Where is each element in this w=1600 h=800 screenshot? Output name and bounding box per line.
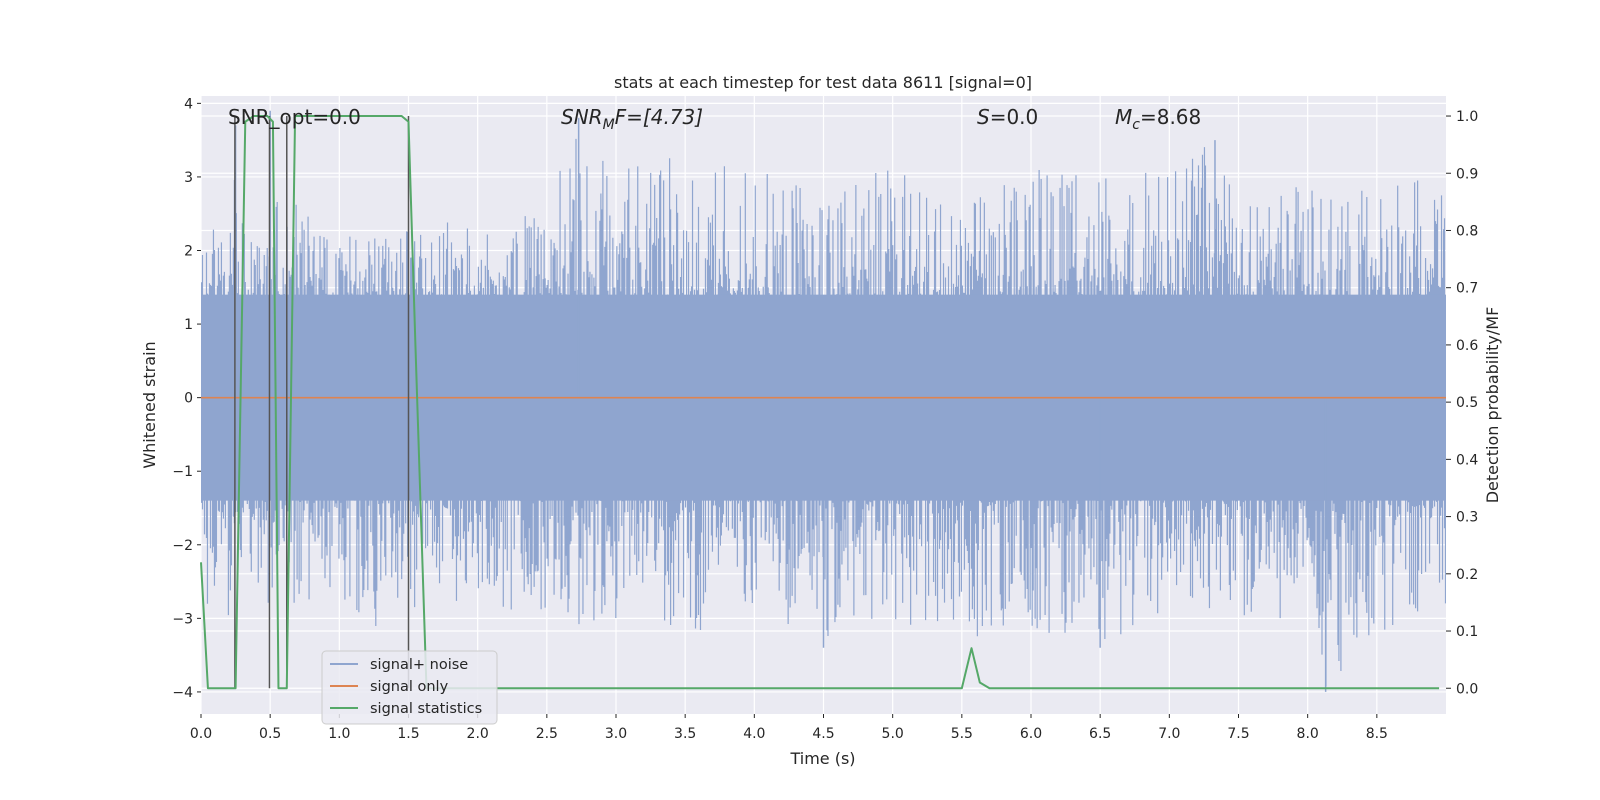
y-right-axis-label: Detection probability/MF <box>1483 307 1502 504</box>
x-tick-label-2: 1.0 <box>328 726 350 742</box>
signal-statistics-line <box>200 115 1440 690</box>
x-tick-label-10: 5.0 <box>882 726 904 742</box>
y-left-tick-label-4: 0 <box>184 391 193 407</box>
signal-statistics-series <box>200 115 1440 690</box>
annotation-mc: Mc=8.68 <box>1115 105 1201 133</box>
legend: signal+ noise signal only signal statist… <box>321 650 498 725</box>
annotation-snr-opt: SNR_opt=0.0 <box>228 105 361 129</box>
y-left-tick-label-2: 2 <box>184 244 193 260</box>
y-left-tick-label-5: −1 <box>172 464 193 480</box>
x-tick-label-14: 7.0 <box>1158 726 1180 742</box>
y-left-tick-label-3: 1 <box>184 317 193 333</box>
annotation-s: S=0.0 <box>977 105 1038 129</box>
y-right-tick-label-1: 0.9 <box>1456 166 1478 182</box>
vertical-markers <box>234 116 410 689</box>
x-tick-label-5: 2.5 <box>536 726 558 742</box>
y-right-tick-label-7: 0.3 <box>1456 510 1478 526</box>
annotation-mc-rest: =8.68 <box>1140 105 1201 129</box>
x-tick-label-7: 3.5 <box>674 726 696 742</box>
annotation-snr-mf-sub: M <box>603 117 615 133</box>
y-right-axis-ticks: 1.0 0.9 0.8 0.7 0.6 0.5 0.4 0.3 0.2 0.1 0.0 <box>1446 109 1478 697</box>
x-tick-label-11: 5.5 <box>951 726 973 742</box>
x-axis-label: Time (s) <box>789 749 855 768</box>
chart-title: stats at each timestep for test data 861… <box>614 73 1032 92</box>
x-tick-label-3: 1.5 <box>397 726 419 742</box>
annotation-s-main: S <box>977 105 990 129</box>
legend-label-signal-noise: signal+ noise <box>370 657 468 673</box>
x-tick-label-12: 6.0 <box>1020 726 1042 742</box>
annotation-snr-mf: SNRMF=[4.73] <box>561 105 703 133</box>
x-tick-label-15: 7.5 <box>1227 726 1249 742</box>
y-right-tick-label-4: 0.6 <box>1456 338 1478 354</box>
annotation-mc-main: M <box>1115 105 1132 129</box>
x-tick-label-8: 4.0 <box>743 726 765 742</box>
y-right-tick-label-2: 0.8 <box>1456 223 1478 239</box>
y-left-tick-label-0: 4 <box>184 96 193 112</box>
y-right-tick-label-8: 0.2 <box>1456 567 1478 583</box>
annotation-snr-mf-main: SNR <box>561 105 603 129</box>
y-right-tick-label-5: 0.5 <box>1456 395 1478 411</box>
x-tick-label-0: 0.0 <box>190 726 212 742</box>
annotation-snr-mf-rest: F=[4.73] <box>615 105 703 129</box>
x-tick-label-16: 8.0 <box>1297 726 1319 742</box>
y-left-tick-label-1: 3 <box>184 170 193 186</box>
y-right-tick-label-3: 0.7 <box>1456 281 1478 297</box>
x-tick-label-1: 0.5 <box>259 726 281 742</box>
y-left-tick-label-7: −3 <box>172 611 193 627</box>
annotation-mc-sub: c <box>1132 117 1140 133</box>
y-right-tick-label-6: 0.4 <box>1456 452 1478 468</box>
legend-label-signal-statistics: signal statistics <box>370 701 482 717</box>
y-right-tick-label-0: 1.0 <box>1456 109 1478 125</box>
x-tick-label-9: 4.5 <box>812 726 834 742</box>
y-right-tick-label-9: 0.1 <box>1456 624 1478 640</box>
x-tick-label-17: 8.5 <box>1366 726 1388 742</box>
y-left-tick-label-8: −4 <box>172 685 193 701</box>
y-left-axis-label: Whitened strain <box>140 341 159 468</box>
legend-box <box>321 650 498 725</box>
x-tick-label-6: 3.0 <box>605 726 627 742</box>
y-right-tick-label-10: 0.0 <box>1456 681 1478 697</box>
x-axis-ticks: 0.0 0.5 1.0 1.5 2.0 2.5 3.0 3.5 4.0 4.5 5.0 5.5 6.0 6… <box>190 714 1388 742</box>
annotation-s-rest: =0.0 <box>990 105 1039 129</box>
y-left-axis-ticks: 4 3 2 1 0 −1 −2 −3 −4 <box>172 96 201 701</box>
x-tick-label-4: 2.0 <box>467 726 489 742</box>
x-tick-label-13: 6.5 <box>1089 726 1111 742</box>
legend-label-signal-only: signal only <box>370 679 449 695</box>
y-left-tick-label-6: −2 <box>172 538 193 554</box>
